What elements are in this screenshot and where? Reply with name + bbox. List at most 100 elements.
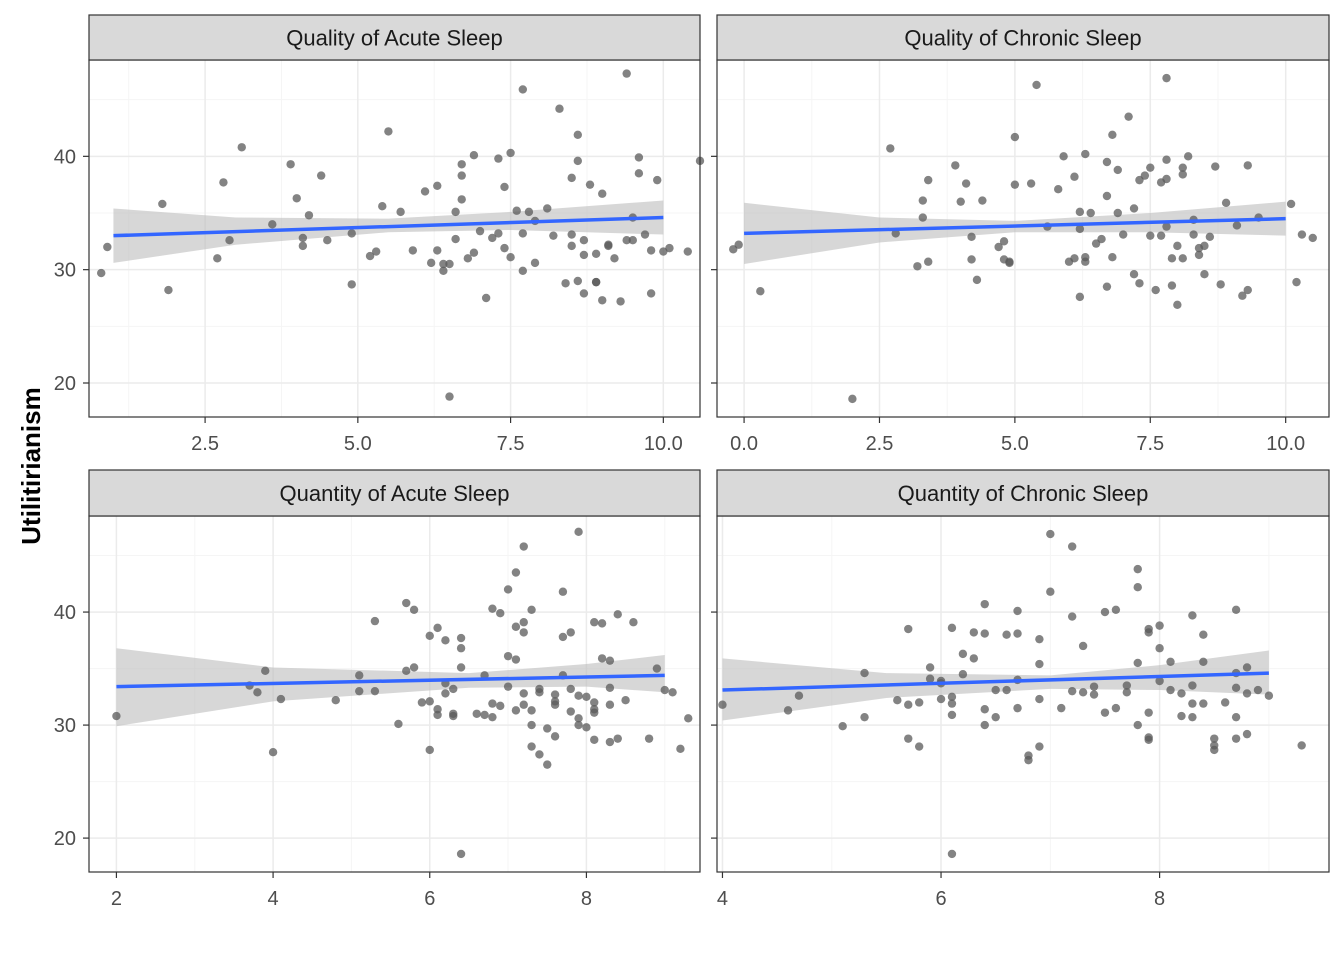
data-point — [1188, 699, 1197, 708]
data-point — [213, 254, 222, 263]
data-point — [969, 628, 979, 637]
data-point — [913, 262, 922, 271]
data-point — [644, 734, 654, 743]
facet-strip-label: Quality of Chronic Sleep — [904, 26, 1141, 51]
data-point — [1178, 254, 1187, 263]
data-point — [646, 246, 656, 255]
data-point — [558, 632, 568, 642]
confidence-ribbon — [722, 650, 1269, 721]
data-point — [991, 712, 1000, 722]
data-point — [1144, 733, 1153, 742]
data-point — [268, 220, 277, 229]
data-point — [457, 195, 466, 204]
y-tick-label: 20 — [54, 828, 76, 850]
data-point — [1005, 257, 1014, 266]
data-point — [1297, 230, 1307, 239]
data-point — [621, 696, 630, 705]
data-point — [456, 663, 466, 672]
data-point — [1231, 683, 1241, 692]
data-point — [103, 242, 112, 252]
data-point — [665, 243, 674, 253]
confidence-ribbon — [116, 648, 665, 727]
data-point — [947, 849, 957, 859]
data-point — [597, 619, 607, 628]
data-point — [1070, 254, 1079, 263]
data-point — [848, 394, 857, 404]
data-point — [936, 694, 946, 704]
data-point — [1113, 165, 1122, 175]
data-point — [527, 720, 536, 730]
data-point — [449, 711, 458, 721]
data-point — [573, 156, 582, 166]
data-point — [488, 233, 497, 243]
data-point — [610, 254, 619, 263]
x-tick-label: 0.0 — [730, 433, 758, 455]
y-axis-title: Utilitirianism — [16, 387, 46, 544]
data-point — [276, 694, 286, 704]
data-point — [652, 664, 662, 673]
data-point — [893, 696, 902, 705]
data-point — [622, 69, 631, 78]
y-tick-label: 30 — [54, 715, 76, 737]
facet-panels: Quality of Acute Sleep 2.5 5.0 7.5 10.0 20 30 4… — [54, 14, 1330, 910]
data-point — [164, 285, 173, 295]
data-point — [506, 148, 515, 158]
regression-line — [113, 215, 664, 238]
data-point — [456, 644, 466, 653]
data-point — [951, 161, 960, 170]
x-tick-label: 7.5 — [497, 433, 525, 455]
data-point — [613, 734, 622, 743]
data-point — [980, 720, 989, 730]
data-point — [1199, 657, 1208, 666]
data-point — [1086, 208, 1095, 218]
data-point — [527, 605, 536, 615]
data-point — [653, 175, 662, 185]
data-point — [420, 187, 430, 196]
data-point — [1253, 685, 1263, 695]
regression-line — [116, 673, 665, 689]
data-point — [598, 296, 607, 305]
data-point — [511, 568, 521, 577]
x-tick-label: 6 — [935, 888, 946, 910]
data-point — [961, 179, 971, 188]
data-point — [1059, 152, 1068, 161]
data-point — [1108, 130, 1117, 139]
data-point — [1102, 282, 1112, 291]
facet-strip — [716, 14, 1330, 61]
data-point — [1151, 285, 1160, 295]
data-point — [1200, 270, 1209, 279]
data-point — [1162, 155, 1171, 164]
data-point — [1243, 161, 1252, 170]
data-point — [676, 744, 685, 754]
x-tick-label: 6 — [424, 888, 435, 910]
data-point — [378, 202, 387, 211]
data-point — [1194, 250, 1204, 260]
data-point — [268, 748, 278, 757]
data-point — [370, 686, 380, 696]
data-point — [573, 276, 582, 286]
data-point — [1167, 254, 1177, 263]
data-point — [433, 246, 442, 255]
data-point — [535, 750, 544, 759]
data-point — [967, 255, 976, 264]
data-point — [574, 691, 583, 700]
data-point — [1231, 734, 1241, 743]
data-point — [550, 732, 560, 741]
data-point — [991, 685, 1000, 695]
data-point — [1189, 230, 1198, 239]
x-tick-label: 4 — [268, 888, 279, 910]
data-point — [605, 737, 615, 747]
data-point — [402, 666, 411, 676]
data-point — [598, 189, 607, 198]
data-point — [292, 194, 301, 203]
data-point — [1292, 277, 1301, 287]
data-point — [1035, 659, 1044, 669]
data-point — [441, 689, 450, 698]
data-point — [1108, 253, 1117, 262]
data-point — [1078, 641, 1088, 651]
data-point — [918, 196, 928, 205]
data-point — [924, 257, 933, 266]
data-point — [503, 651, 513, 661]
data-point — [582, 692, 591, 702]
data-point — [408, 246, 418, 255]
